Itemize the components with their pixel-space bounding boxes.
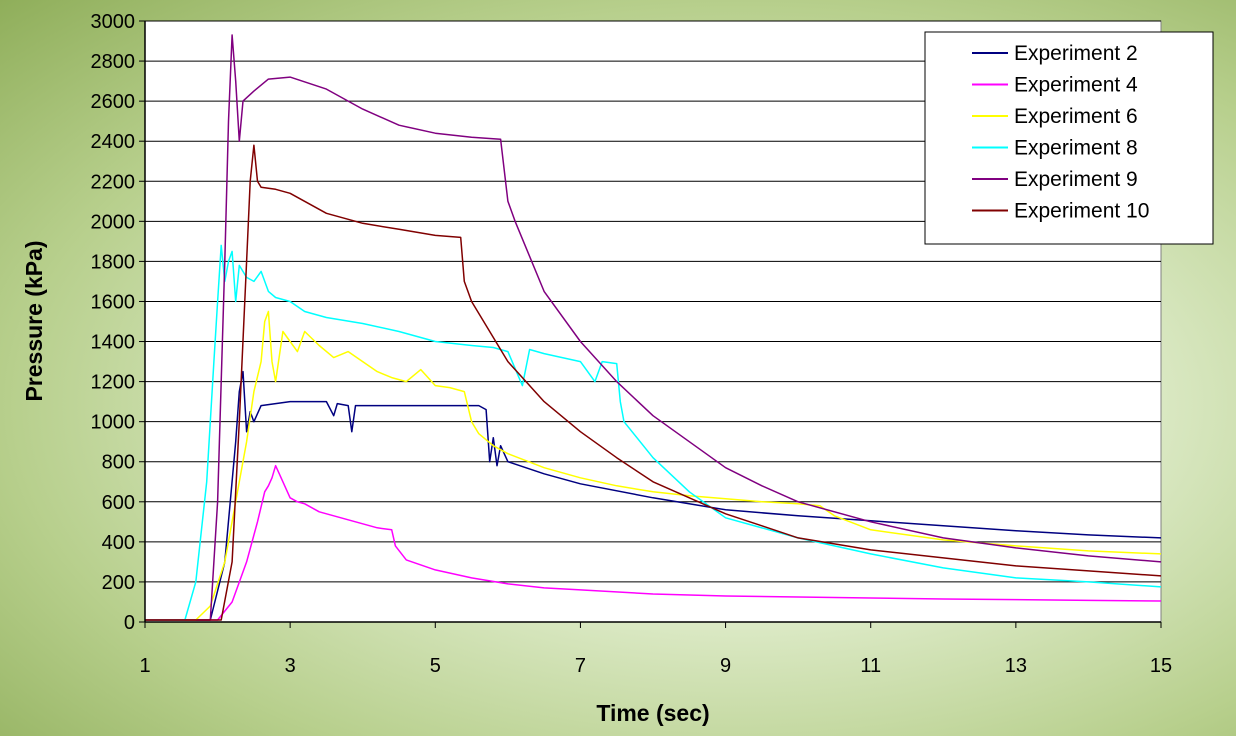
- y-tick-label: 0: [124, 612, 135, 634]
- x-tick-label: 11: [860, 655, 881, 677]
- series-line-3: [145, 310, 1162, 621]
- y-tick-label: 400: [102, 532, 135, 554]
- x-axis-ticks: 1 3 5 7 9 11 13 15: [139, 622, 1172, 677]
- y-tick-label: 2800: [91, 51, 136, 73]
- x-tick-label: 3: [285, 655, 296, 677]
- legend-label: Experiment 2: [1014, 42, 1138, 65]
- x-axis-title: Time (sec): [596, 700, 709, 726]
- y-tick-label: 1000: [91, 412, 136, 434]
- series-line-6: [145, 144, 1162, 621]
- series-line-5: [145, 34, 1162, 621]
- y-tick-label: 1800: [91, 251, 136, 273]
- x-tick-label: 9: [720, 655, 731, 677]
- y-axis-title: Pressure (kPa): [21, 240, 47, 401]
- y-tick-label: 2600: [91, 91, 136, 113]
- y-tick-label: 1600: [91, 291, 136, 313]
- legend-label: Experiment 9: [1014, 168, 1138, 191]
- series-line-2: [145, 464, 1162, 621]
- gridlines: [145, 20, 1161, 583]
- y-tick-label: 2200: [91, 171, 136, 193]
- y-tick-label: 800: [102, 452, 135, 474]
- x-tick-label: 1: [139, 655, 150, 677]
- y-tick-label: 600: [102, 492, 135, 514]
- y-tick-label: 2400: [91, 131, 136, 153]
- legend: Experiment 2 Experiment 4 Experiment 6 Expe…: [924, 31, 1214, 245]
- y-tick-label: 2000: [91, 211, 136, 233]
- y-tick-label: 3000: [91, 11, 136, 33]
- y-axis-ticks: 0 200 400 600 800 1000 1200 1400 1600 1800 2000 220…: [91, 11, 145, 634]
- legend-label: Experiment 4: [1014, 74, 1138, 97]
- series-line-1: [145, 370, 1162, 621]
- x-tick-label: 15: [1150, 655, 1172, 677]
- y-tick-label: 200: [102, 572, 135, 594]
- y-tick-label: 1200: [91, 372, 136, 394]
- series-line-4: [145, 244, 1162, 621]
- legend-label: Experiment 8: [1014, 137, 1138, 160]
- x-tick-label: 7: [575, 655, 586, 677]
- legend-label: Experiment 10: [1014, 200, 1149, 223]
- legend-box: [924, 31, 1214, 245]
- y-tick-label: 1400: [91, 332, 136, 354]
- x-tick-label: 5: [430, 655, 441, 677]
- series-lines: [145, 34, 1162, 621]
- legend-label: Experiment 6: [1014, 105, 1138, 128]
- x-tick-label: 13: [1005, 655, 1027, 677]
